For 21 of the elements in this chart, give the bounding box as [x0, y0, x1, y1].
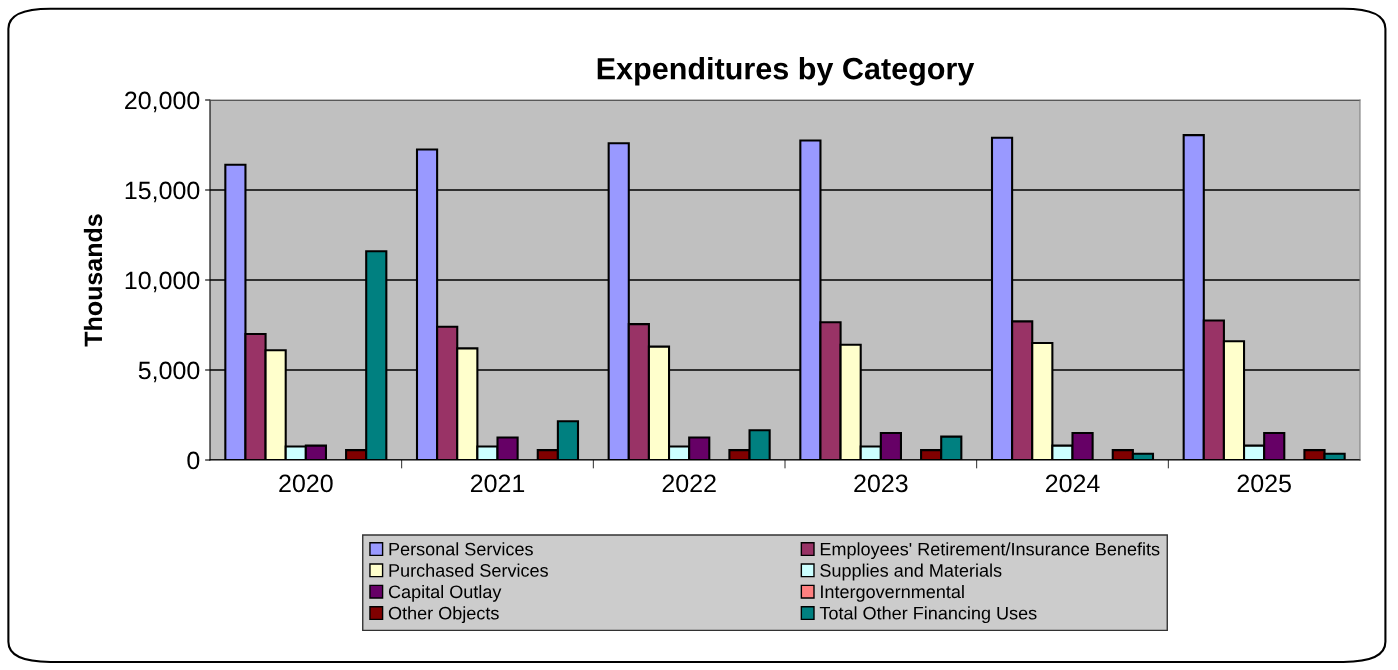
- x-tick-label: 2022: [662, 474, 716, 493]
- x-tick-label: 2025: [1237, 474, 1291, 493]
- chart-title: Expenditures by Category: [597, 57, 975, 86]
- legend-label: Personal Services: [389, 542, 533, 556]
- legend-label: Intergovernmental: [821, 584, 964, 602]
- x-tick-label: 2021: [470, 474, 525, 493]
- legend-label: Purchased Services: [389, 563, 548, 577]
- y-tick-label: 0: [187, 451, 200, 470]
- y-axis-title: Thousands: [83, 214, 103, 347]
- legend-label: Employees' Retirement/Insurance Benefits: [820, 542, 1160, 560]
- legend-label: Total Other Financing Uses: [819, 606, 1037, 624]
- legend-label: Capital Outlay: [388, 584, 502, 602]
- x-tick-label: 2024: [1045, 474, 1100, 493]
- y-tick-label: 20,000: [125, 91, 200, 113]
- y-tick-label: 15,000: [125, 181, 200, 203]
- y-tick-label: 5,000: [138, 361, 200, 383]
- y-tick-label: 10,000: [125, 271, 200, 293]
- legend-label: Other Objects: [388, 606, 499, 624]
- x-tick-label: 2020: [279, 474, 333, 493]
- legend-label: Supplies and Materials: [820, 563, 1002, 581]
- x-tick-label: 2023: [854, 474, 908, 493]
